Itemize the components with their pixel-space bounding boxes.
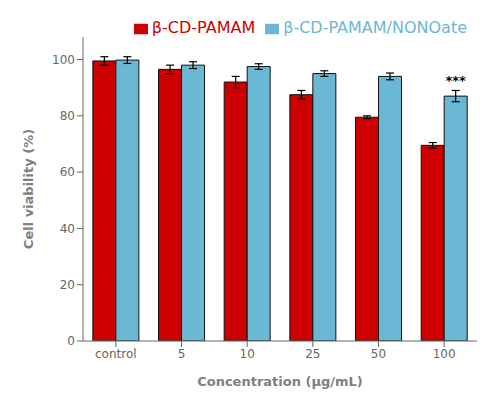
svg-text:Cell viability (%): Cell viability (%)	[21, 129, 36, 249]
html-text:β-CD-PAMAM/NONOate: β-CD-PAMAM/NONOate	[283, 18, 467, 37]
svg-text:100: 100	[52, 53, 75, 67]
svg-text:20: 20	[60, 278, 75, 292]
svg-text:80: 80	[60, 109, 75, 123]
svg-text:10: 10	[240, 347, 255, 361]
html-text:β-CD-PAMAM: β-CD-PAMAM	[151, 18, 256, 37]
svg-text:40: 40	[60, 222, 75, 236]
svg-text:100: 100	[433, 347, 456, 361]
svg-text:0: 0	[67, 334, 75, 348]
svg-text:***: ***	[445, 73, 466, 88]
svg-text:25: 25	[305, 347, 320, 361]
svg-text:50: 50	[371, 347, 386, 361]
svg-text:Concentration (μg/mL): Concentration (μg/mL)	[197, 374, 363, 389]
svg-text:control: control	[95, 347, 137, 361]
svg-text:60: 60	[60, 165, 75, 179]
svg-text:5: 5	[178, 347, 186, 361]
